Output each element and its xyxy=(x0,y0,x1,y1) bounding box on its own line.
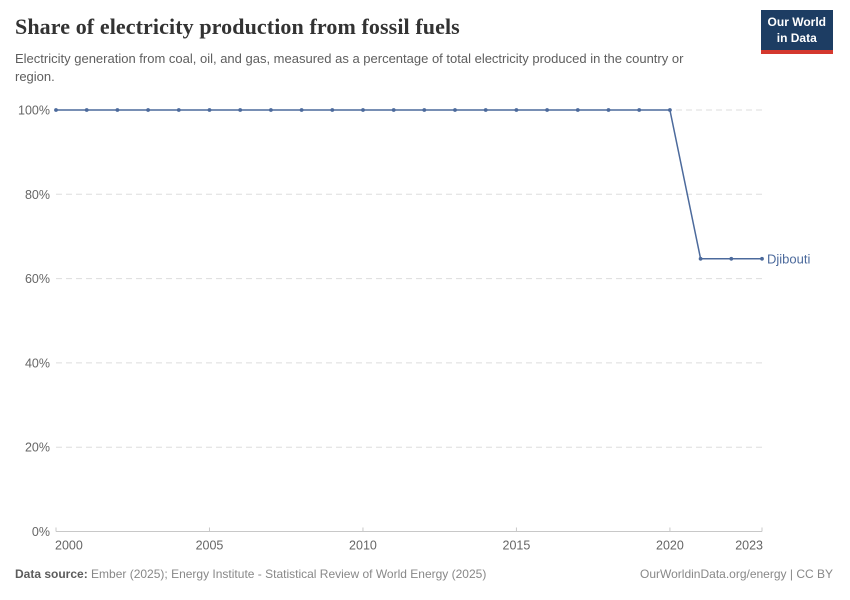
data-point xyxy=(176,108,181,112)
data-point xyxy=(637,108,642,112)
data-point xyxy=(207,108,212,112)
y-tick-label: 100% xyxy=(18,104,50,118)
data-source: Data source: Ember (2025); Energy Instit… xyxy=(15,567,486,581)
data-source-text: Ember (2025); Energy Institute - Statist… xyxy=(87,567,487,581)
license-note: OurWorldinData.org/energy | CC BY xyxy=(640,567,833,581)
owid-logo: Our World in Data xyxy=(760,10,833,55)
entity-label: Djibouti xyxy=(767,251,810,266)
data-point xyxy=(453,108,457,112)
chart-footer: Data source: Ember (2025); Energy Instit… xyxy=(15,567,833,581)
x-tick-label: 2020 xyxy=(656,539,684,553)
data-point xyxy=(606,108,611,112)
y-tick-label: 80% xyxy=(25,188,50,202)
data-point xyxy=(299,108,304,112)
x-tick-label: 2023 xyxy=(735,539,763,553)
data-point xyxy=(422,108,427,112)
y-tick-label: 40% xyxy=(25,356,50,370)
chart-title: Share of electricity production from fos… xyxy=(15,14,460,39)
data-point xyxy=(760,256,764,261)
x-tick-label: 2010 xyxy=(349,539,377,553)
owid-logo-line2: in Data xyxy=(776,30,817,45)
data-point xyxy=(330,108,335,112)
x-tick-label: 2015 xyxy=(503,539,531,553)
data-point xyxy=(269,108,273,112)
data-point xyxy=(668,108,672,112)
data-point xyxy=(545,108,549,112)
data-source-label: Data source: xyxy=(15,567,88,581)
data-point xyxy=(238,108,243,112)
chart-subtitle: Electricity generation from coal, oil, a… xyxy=(15,51,684,84)
data-point xyxy=(729,256,734,261)
x-tick-label: 2000 xyxy=(55,539,83,553)
data-point xyxy=(698,256,703,261)
data-point xyxy=(361,108,365,112)
y-tick-label: 0% xyxy=(32,525,50,539)
data-point xyxy=(54,108,58,112)
x-tick-label: 2005 xyxy=(196,539,224,553)
y-tick-label: 60% xyxy=(25,272,50,286)
data-point xyxy=(115,108,120,112)
y-tick-label: 20% xyxy=(25,441,50,455)
data-point xyxy=(483,108,488,112)
data-point xyxy=(146,108,151,112)
data-point xyxy=(575,108,580,112)
data-point xyxy=(84,108,89,112)
data-point xyxy=(391,108,396,112)
owid-logo-line1: Our World xyxy=(767,15,826,29)
data-line xyxy=(55,109,763,260)
data-point xyxy=(514,108,519,112)
